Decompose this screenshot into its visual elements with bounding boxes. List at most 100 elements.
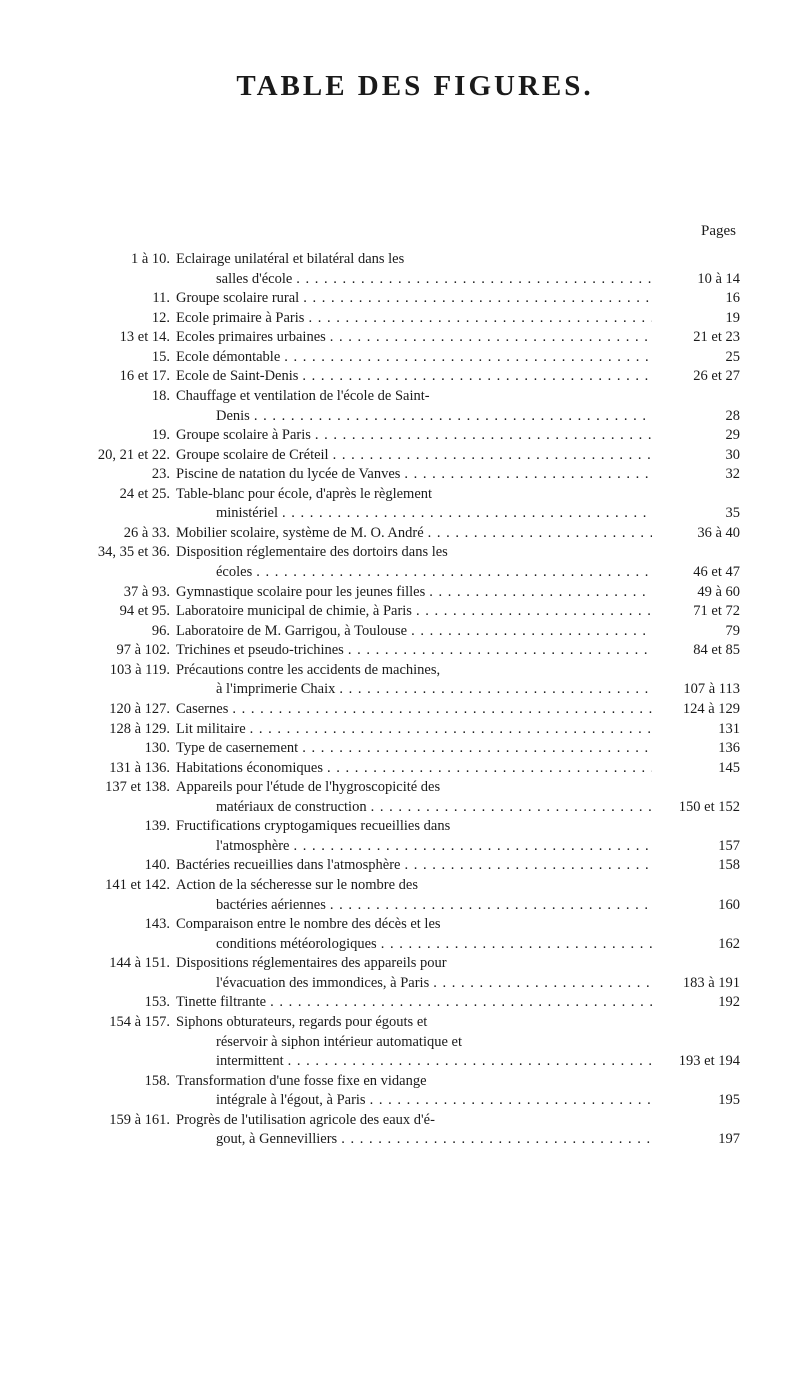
entry-number: 154 à 157.: [90, 1013, 176, 1033]
entry-number: 94 et 95.: [90, 602, 176, 622]
toc-entry: 158.Transformation d'une fosse fixe en v…: [90, 1072, 740, 1092]
toc-entry: 96.Laboratoire de M. Garrigou, à Toulous…: [90, 622, 740, 642]
entry-description: Gymnastique scolaire pour les jeunes fil…: [176, 583, 652, 603]
entry-pages: 26 et 27: [652, 367, 740, 387]
entry-description-cont: Denis: [216, 407, 652, 427]
toc-entry: 141 et 142.Action de la sécheresse sur l…: [90, 876, 740, 896]
entry-pages: 46 et 47: [652, 563, 740, 583]
entry-number: 128 à 129.: [90, 720, 176, 740]
entry-description: Disposition réglementaire des dortoirs d…: [176, 543, 652, 563]
entry-description: Laboratoire municipal de chimie, à Paris: [176, 602, 652, 622]
entry-pages: 197: [652, 1130, 740, 1150]
toc-entry: 159 à 161.Progrès de l'utilisation agric…: [90, 1111, 740, 1131]
entry-number: 120 à 127.: [90, 700, 176, 720]
entry-description: Type de casernement: [176, 739, 652, 759]
page-title: TABLE DES FIGURES.: [90, 70, 740, 103]
entry-number: 103 à 119.: [90, 661, 176, 681]
entry-description: Habitations économiques: [176, 759, 652, 779]
entry-description-cont: ministériel: [216, 504, 652, 524]
entry-description: Table-blanc pour école, d'après le règle…: [176, 485, 652, 505]
entry-pages: 183 à 191: [652, 974, 740, 994]
toc-entry: 11.Groupe scolaire rural16: [90, 289, 740, 309]
entry-description: Ecoles primaires urbaines: [176, 328, 652, 348]
entry-pages: 157: [652, 837, 740, 857]
entry-pages: 193 et 194: [652, 1052, 740, 1072]
entry-description: Chauffage et ventilation de l'école de S…: [176, 387, 652, 407]
entry-description-cont: réservoir à siphon intérieur automatique…: [216, 1033, 652, 1053]
entry-pages: 79: [652, 622, 740, 642]
entry-number: 18.: [90, 387, 176, 407]
entry-number: 12.: [90, 309, 176, 329]
entry-description-cont: gout, à Gennevilliers: [216, 1130, 652, 1150]
entry-description-cont: matériaux de construction: [216, 798, 652, 818]
entry-description: Tinette filtrante: [176, 993, 652, 1013]
entry-pages: 32: [652, 465, 740, 485]
entry-number: 20, 21 et 22.: [90, 446, 176, 466]
entry-description: Transformation d'une fosse fixe en vidan…: [176, 1072, 652, 1092]
toc-entry: 15.Ecole démontable25: [90, 348, 740, 368]
entry-pages: 30: [652, 446, 740, 466]
entry-description: Bactéries recueillies dans l'atmosphère: [176, 856, 652, 876]
entry-description: Mobilier scolaire, système de M. O. Andr…: [176, 524, 652, 544]
toc-entry-continuation: gout, à Gennevilliers197: [90, 1130, 740, 1150]
entry-description: Eclairage unilatéral et bilatéral dans l…: [176, 250, 652, 270]
entry-number: 143.: [90, 915, 176, 935]
entry-number: 37 à 93.: [90, 583, 176, 603]
entry-number: 141 et 142.: [90, 876, 176, 896]
entry-description: Progrès de l'utilisation agricole des ea…: [176, 1111, 652, 1131]
entry-pages: 21 et 23: [652, 328, 740, 348]
entry-pages: 28: [652, 407, 740, 427]
entry-pages: 25: [652, 348, 740, 368]
entry-pages: 36 à 40: [652, 524, 740, 544]
entry-pages: 16: [652, 289, 740, 309]
entry-description: Ecole primaire à Paris: [176, 309, 652, 329]
entry-description-cont: écoles: [216, 563, 652, 583]
toc-entry-continuation: à l'imprimerie Chaix107 à 113: [90, 680, 740, 700]
toc-entry: 154 à 157.Siphons obturateurs, regards p…: [90, 1013, 740, 1033]
entry-pages: 136: [652, 739, 740, 759]
entry-number: 144 à 151.: [90, 954, 176, 974]
toc-entry-continuation: écoles46 et 47: [90, 563, 740, 583]
entry-pages: 145: [652, 759, 740, 779]
toc-entry: 18.Chauffage et ventilation de l'école d…: [90, 387, 740, 407]
toc-entry: 1 à 10.Eclairage unilatéral et bilatéral…: [90, 250, 740, 270]
toc-entry: 37 à 93.Gymnastique scolaire pour les je…: [90, 583, 740, 603]
entry-pages: 195: [652, 1091, 740, 1111]
entry-pages: 19: [652, 309, 740, 329]
entry-pages: 162: [652, 935, 740, 955]
toc-entry-continuation: l'évacuation des immondices, à Paris183 …: [90, 974, 740, 994]
entry-number: 26 à 33.: [90, 524, 176, 544]
entry-number: 23.: [90, 465, 176, 485]
entry-description-cont: à l'imprimerie Chaix: [216, 680, 652, 700]
entry-number: 96.: [90, 622, 176, 642]
toc-entry-continuation: intégrale à l'égout, à Paris195: [90, 1091, 740, 1111]
toc-entry: 94 et 95.Laboratoire municipal de chimie…: [90, 602, 740, 622]
entry-description: Lit militaire: [176, 720, 652, 740]
toc-entry: 143.Comparaison entre le nombre des décè…: [90, 915, 740, 935]
entry-number: 19.: [90, 426, 176, 446]
toc-entry: 26 à 33.Mobilier scolaire, système de M.…: [90, 524, 740, 544]
toc-entry: 139.Fructifications cryptogamiques recue…: [90, 817, 740, 837]
toc-entry-continuation: conditions météorologiques162: [90, 935, 740, 955]
toc-entry-continuation: matériaux de construction150 et 152: [90, 798, 740, 818]
entry-description: Groupe scolaire à Paris: [176, 426, 652, 446]
entry-number: 153.: [90, 993, 176, 1013]
entry-number: 131 à 136.: [90, 759, 176, 779]
toc-entry: 137 et 138.Appareils pour l'étude de l'h…: [90, 778, 740, 798]
toc-entry: 23.Piscine de natation du lycée de Vanve…: [90, 465, 740, 485]
toc-entry: 128 à 129.Lit militaire131: [90, 720, 740, 740]
entry-description: Dispositions réglementaires des appareil…: [176, 954, 652, 974]
entry-description: Ecole démontable: [176, 348, 652, 368]
entry-description: Fructifications cryptogamiques recueilli…: [176, 817, 652, 837]
entry-description-cont: intermittent: [216, 1052, 652, 1072]
entry-number: 139.: [90, 817, 176, 837]
entry-number: 34, 35 et 36.: [90, 543, 176, 563]
entry-description: Précautions contre les accidents de mach…: [176, 661, 652, 681]
toc-entry-continuation: salles d'école10 à 14: [90, 270, 740, 290]
entry-pages: 124 à 129: [652, 700, 740, 720]
entry-number: 16 et 17.: [90, 367, 176, 387]
toc-entry: 144 à 151.Dispositions réglementaires de…: [90, 954, 740, 974]
toc-entry-continuation: bactéries aériennes160: [90, 896, 740, 916]
toc-entry: 16 et 17.Ecole de Saint-Denis26 et 27: [90, 367, 740, 387]
entry-number: 24 et 25.: [90, 485, 176, 505]
